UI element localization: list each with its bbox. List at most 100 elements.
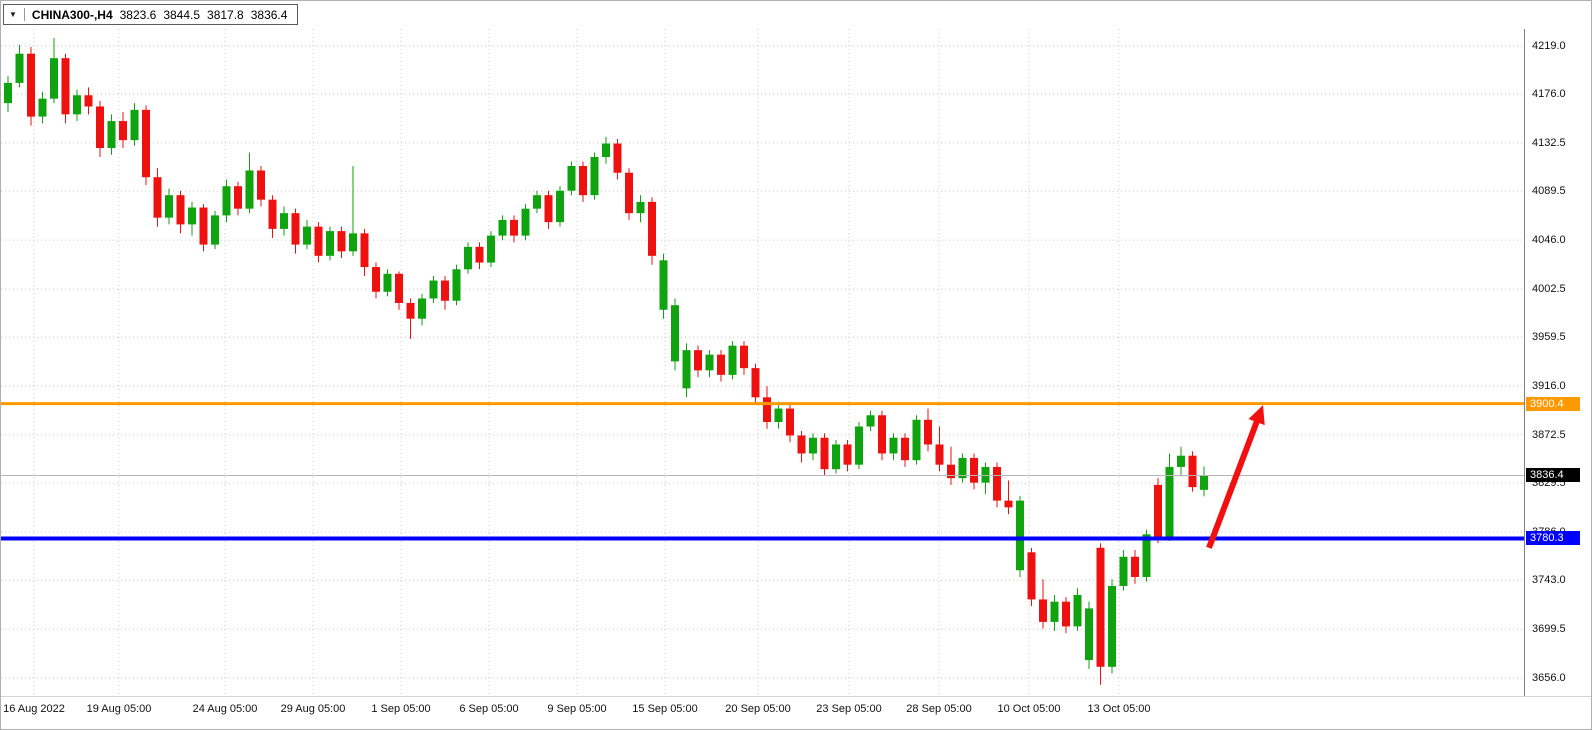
time-axis-label: 28 Sep 05:00 xyxy=(906,703,972,715)
symbol-dropdown-icon[interactable]: ▼ xyxy=(9,9,17,19)
candle-body xyxy=(970,457,978,483)
candle-body xyxy=(648,201,656,256)
resistance-line-price-badge: 3900.4 xyxy=(1526,396,1580,411)
time-axis-label: 20 Sep 05:00 xyxy=(725,703,791,715)
candle-body xyxy=(1188,455,1197,488)
bid-price-badge: 3836.4 xyxy=(1526,468,1580,483)
candle-body xyxy=(50,58,58,99)
price-axis-label: 3656.0 xyxy=(1532,672,1566,685)
candle-body xyxy=(809,437,817,454)
candle-body xyxy=(245,170,254,209)
candle-body xyxy=(326,231,334,256)
candle-body xyxy=(751,368,760,398)
candle-body xyxy=(717,354,725,375)
price-axis-label: 3959.5 xyxy=(1532,331,1566,344)
candle-body xyxy=(843,444,852,465)
price-axis-label: 3872.5 xyxy=(1532,428,1566,441)
candle-body xyxy=(406,302,415,319)
candle-body xyxy=(1096,547,1105,667)
candle-body xyxy=(740,345,748,369)
candle-body xyxy=(96,106,104,149)
candle-body xyxy=(544,195,553,223)
candle-body xyxy=(590,157,599,196)
candle-body xyxy=(337,231,346,252)
candle-body xyxy=(1073,594,1082,627)
chart-plot-area[interactable] xyxy=(1,29,1525,696)
candle-body xyxy=(291,213,300,245)
candle-body xyxy=(1062,601,1070,627)
candle-body xyxy=(625,172,633,214)
chart-header: ▼ CHINA300-,H4 3823.6 3844.5 3817.8 3836… xyxy=(1,1,1591,29)
candle-body xyxy=(1108,585,1116,667)
time-axis-label: 15 Sep 05:00 xyxy=(632,703,698,715)
candle-body xyxy=(452,269,461,301)
candle-body xyxy=(993,466,1001,501)
time-axis-label: 16 Aug 2022 xyxy=(3,703,65,715)
price-axis-label: 3699.5 xyxy=(1532,623,1566,636)
candle-body xyxy=(165,195,173,218)
candle-body xyxy=(901,437,909,461)
candle-body xyxy=(441,280,449,301)
candle-body xyxy=(222,186,231,216)
candle-body xyxy=(429,280,438,299)
time-axis-label: 9 Sep 05:00 xyxy=(547,703,607,715)
candle-body xyxy=(820,437,829,470)
candle-body xyxy=(832,444,840,470)
candle-body xyxy=(4,82,12,104)
candle-body xyxy=(130,109,139,141)
candle-body xyxy=(1177,455,1185,467)
trend-arrow-head[interactable] xyxy=(1248,405,1265,426)
candle-body xyxy=(383,273,392,292)
candle-body xyxy=(1027,552,1036,600)
candle-body xyxy=(1119,556,1128,586)
candle-body xyxy=(395,273,403,303)
time-axis-label: 13 Oct 05:00 xyxy=(1087,703,1151,715)
candle-body xyxy=(556,190,564,223)
candle-body xyxy=(73,95,81,115)
candle-body xyxy=(38,98,47,117)
candle-body xyxy=(211,215,219,245)
price-axis-label: 4176.0 xyxy=(1532,88,1566,101)
candle-body xyxy=(372,267,380,292)
candle-body xyxy=(349,233,357,252)
price-axis-label: 3743.0 xyxy=(1532,574,1566,587)
price-axis-label: 4002.5 xyxy=(1532,282,1566,295)
trend-arrow-shaft[interactable] xyxy=(1206,419,1261,549)
candle-body xyxy=(671,305,679,362)
time-axis[interactable]: 16 Aug 2022 19 Aug 05:00 24 Aug 05:00 29 Au… xyxy=(1,696,1591,729)
price-axis-label: 4046.0 xyxy=(1532,234,1566,247)
candle-body xyxy=(257,170,265,200)
symbol-timeframe-label: CHINA300-,H4 xyxy=(31,7,113,22)
time-axis-label: 19 Aug 05:00 xyxy=(86,703,152,715)
candle-body xyxy=(1131,556,1139,577)
candlestick-chart[interactable] xyxy=(1,29,1525,696)
candle-body xyxy=(912,419,921,461)
candle-body xyxy=(981,466,990,483)
time-axis-label: 29 Aug 05:00 xyxy=(280,703,346,715)
candle-body xyxy=(1050,601,1059,622)
time-axis-label: 23 Sep 05:00 xyxy=(816,703,882,715)
symbol-selector[interactable]: ▼ CHINA300-,H4 3823.6 3844.5 3817.8 3836… xyxy=(3,4,299,25)
price-axis-label: 4132.5 xyxy=(1532,136,1566,149)
candle-body xyxy=(1165,466,1174,537)
price-axis[interactable]: 4219.0 4176.0 4132.5 4089.5 4046.0 4002.5 3959… xyxy=(1525,29,1591,696)
candle-body xyxy=(314,226,323,256)
candle-body xyxy=(418,298,426,319)
candle-body xyxy=(579,165,587,196)
candle-body xyxy=(786,408,794,436)
candle-body xyxy=(682,350,691,389)
ohlc-high-value: 3844.5 xyxy=(163,7,201,22)
price-axis-label: 4089.5 xyxy=(1532,185,1566,198)
separator xyxy=(23,8,25,21)
candle-body xyxy=(1142,534,1151,577)
candle-body xyxy=(636,201,645,214)
candle-body xyxy=(866,415,875,427)
time-axis-label: 1 Sep 05:00 xyxy=(371,703,431,715)
candle-body xyxy=(360,233,369,268)
candle-body xyxy=(268,199,277,229)
candle-body xyxy=(487,235,495,263)
candle-body xyxy=(774,408,783,423)
candle-body xyxy=(1016,500,1024,571)
candle-body xyxy=(303,226,311,245)
candle-body xyxy=(602,143,610,158)
